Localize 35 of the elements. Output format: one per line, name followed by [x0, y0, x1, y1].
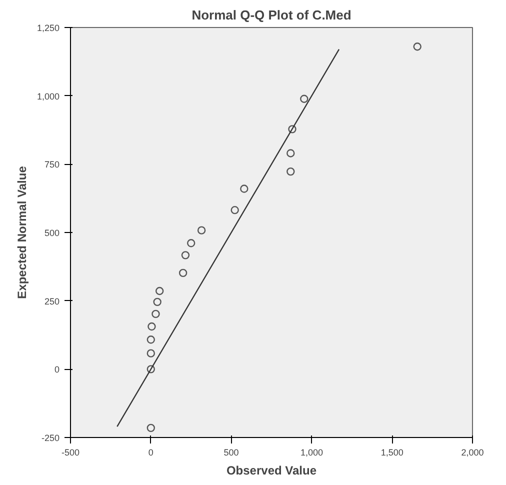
x-axis-title: Observed Value [226, 464, 317, 478]
point [300, 94, 308, 103]
point [413, 42, 422, 51]
point [181, 251, 190, 260]
point [197, 226, 206, 234]
y-tick-label: 1,000 [36, 91, 60, 102]
point [146, 365, 155, 374]
chart-title: Normal Q-Q Plot of C.Med [192, 8, 352, 22]
point [286, 149, 295, 158]
point [187, 239, 196, 248]
x-tick-label: 500 [224, 448, 239, 458]
point [230, 206, 239, 214]
point [152, 310, 160, 318]
point [155, 286, 164, 296]
y-tick-label: 0 [54, 364, 60, 375]
point [240, 184, 248, 193]
point [146, 336, 155, 344]
point [288, 125, 296, 134]
x-tick-label: -500 [61, 448, 80, 458]
point [286, 167, 295, 176]
point [148, 322, 156, 331]
y-axis-title: Expected Normal Value [14, 166, 29, 299]
point [146, 349, 155, 358]
y-tick-label: 500 [44, 228, 60, 238]
point [146, 424, 155, 432]
point [178, 268, 188, 278]
y-tick-label: 750 [44, 160, 60, 170]
point [153, 298, 162, 306]
x-tick-label: 0 [148, 448, 154, 458]
y-tick-label: 250 [44, 296, 60, 306]
y-tick-label: -250 [41, 433, 60, 443]
x-tick-label: 2,000 [461, 448, 484, 458]
y-tick-label: 1,250 [36, 23, 60, 33]
x-tick-label: 1,500 [380, 448, 404, 458]
x-tick-label: 1,000 [300, 448, 323, 458]
